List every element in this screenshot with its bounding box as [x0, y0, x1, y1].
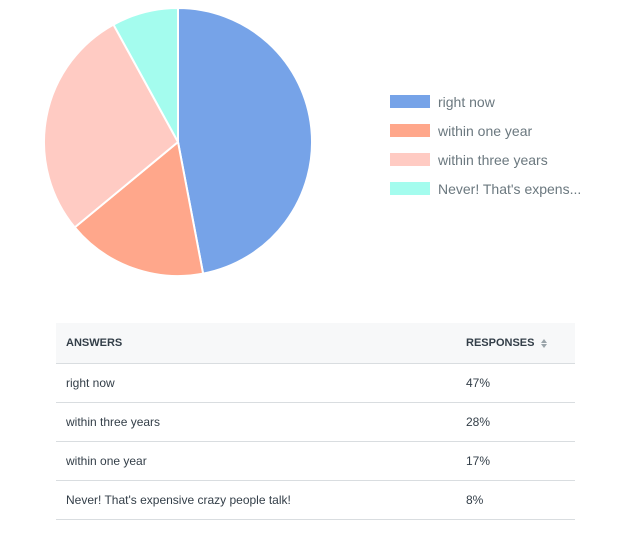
chart-legend: right now within one year within three y… [390, 87, 620, 203]
response-cell: 8% [466, 493, 484, 507]
answer-cell: right now [66, 376, 115, 390]
table-row: Never! That's expensive crazy people tal… [56, 481, 575, 520]
pie-slice-2[interactable] [43, 23, 179, 229]
legend-swatch [390, 124, 430, 137]
legend-swatch [390, 153, 430, 166]
table-row: within one year 17% [56, 442, 575, 481]
legend-item[interactable]: Never! That's expens... [390, 174, 620, 203]
response-cell: 28% [466, 415, 491, 429]
pie-slice-0[interactable] [177, 7, 313, 275]
table-row: right now 47% [56, 364, 575, 403]
responses-header-label: RESPONSES [466, 337, 535, 349]
legend-item[interactable]: right now [390, 87, 620, 116]
pie-chart [43, 7, 313, 277]
answer-cell: Never! That's expensive crazy people tal… [66, 493, 291, 507]
legend-label: Never! That's expens... [438, 180, 582, 197]
response-cell: 17% [466, 454, 491, 468]
legend-swatch [390, 95, 430, 108]
pie-slice-3[interactable] [112, 7, 179, 143]
answer-cell: within three years [66, 415, 161, 429]
pie-slice-1[interactable] [73, 141, 205, 277]
table-header: ANSWERS RESPONSES [56, 323, 575, 364]
legend-label: within three years [438, 151, 548, 168]
legend-label: right now [438, 93, 495, 110]
answer-cell: within one year [66, 454, 147, 468]
legend-item[interactable]: within three years [390, 145, 620, 174]
response-cell: 47% [466, 376, 491, 390]
sort-icon[interactable] [541, 338, 548, 348]
legend-label: within one year [438, 122, 533, 139]
responses-table: ANSWERS RESPONSES right now 47% within t… [56, 323, 575, 520]
table-row: within three years 28% [56, 403, 575, 442]
legend-swatch [390, 182, 430, 195]
legend-item[interactable]: within one year [390, 116, 620, 145]
answers-column-header: ANSWERS [66, 337, 123, 349]
responses-column-header[interactable]: RESPONSES [466, 337, 548, 349]
